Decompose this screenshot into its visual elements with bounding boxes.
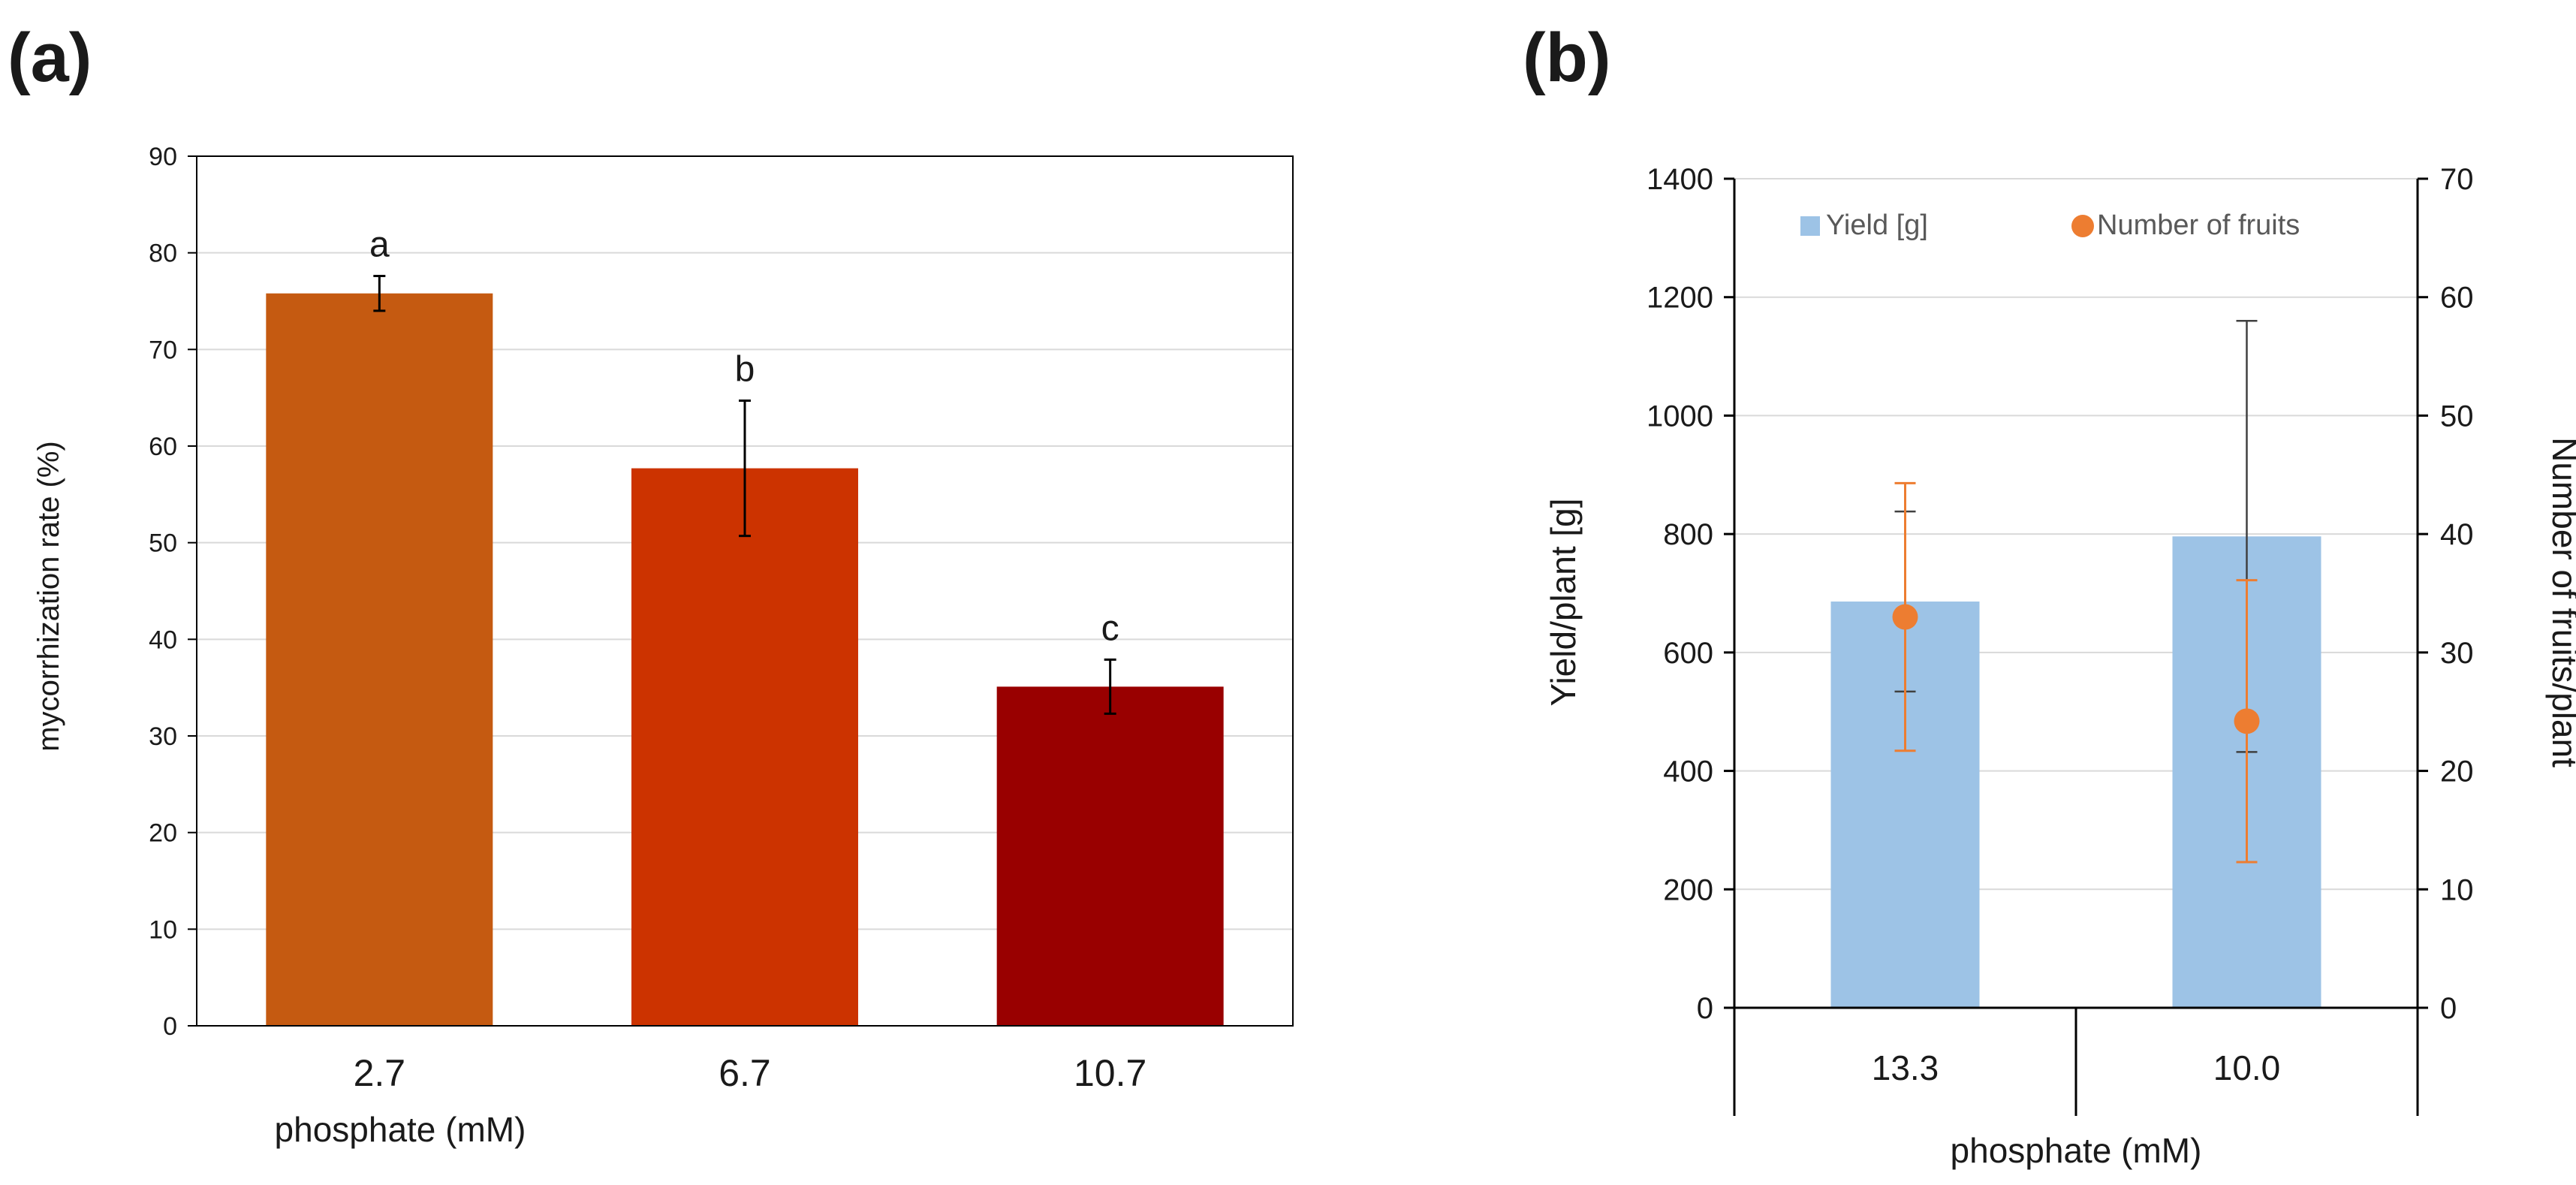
panel-a-label: (a)	[8, 20, 92, 96]
panel-b-left-tick-label: 1400	[1647, 163, 1713, 196]
panel-b-left-tick-label: 1200	[1647, 282, 1713, 315]
panel-b-right-tick-labels: 0 10 20 30 40 50 60 70	[2418, 163, 2474, 1025]
panel-a-y-tick-label: 10	[149, 915, 177, 944]
panel-a-bars	[266, 293, 1224, 1026]
panel-b: (b) 0 200 400 600 800 1000 1200 1400 0 10 20 30 40 5…	[1523, 20, 2576, 1170]
legend-fruits-marker	[2071, 215, 2094, 237]
panel-a-significance-letters: a b c	[369, 225, 1119, 649]
panel-b-right-tick-label: 10	[2440, 873, 2474, 906]
panel-a-significance-letter: a	[369, 225, 390, 265]
legend-yield-label: Yield [g]	[1826, 210, 1928, 241]
panel-a-x-tick-label: 6.7	[719, 1052, 771, 1094]
panel-a-y-tick-label: 50	[149, 529, 177, 558]
panel-a-plot-frame	[196, 155, 1294, 1027]
panel-a-bar	[631, 468, 858, 1026]
panel-a-x-tick-labels: 2.7 6.7 10.7	[354, 1052, 1147, 1094]
legend-fruits-label: Number of fruits	[2097, 210, 2300, 241]
panel-a-y-axis-label: mycorrhization rate (%)	[32, 441, 65, 751]
legend-yield-swatch	[1800, 216, 1820, 236]
panel-b-left-tick-label: 1000	[1647, 400, 1713, 433]
panel-a-y-tick-label: 60	[149, 433, 177, 461]
panel-b-fruit-point	[1892, 604, 1918, 630]
panel-a-y-tick-label: 0	[163, 1012, 177, 1041]
panel-a-x-tick-label: 10.7	[1074, 1052, 1146, 1094]
panel-b-left-axis-label: Yield/plant [g]	[1544, 498, 1583, 706]
panel-a-y-tick-labels: 0 10 20 30 40 50 60 70 80 90	[149, 143, 197, 1041]
panel-a-y-tick-label: 90	[149, 143, 177, 171]
panel-b-label: (b)	[1523, 20, 1610, 96]
panel-a-y-tick-label: 70	[149, 336, 177, 364]
panel-b-right-tick-label: 60	[2440, 282, 2474, 315]
panel-b-left-tick-label: 0	[1697, 992, 1713, 1025]
panel-a-y-tick-label: 20	[149, 819, 177, 848]
panel-b-left-tick-label: 400	[1663, 755, 1713, 788]
panel-b-right-tick-label: 0	[2440, 992, 2457, 1025]
panel-b-x-axis-label: phosphate (mM)	[1951, 1131, 2202, 1170]
panel-a: (a) a b c 0 10 20 30 40 50 60 70 80 90 2.7 6.7 10.7 p…	[8, 20, 1294, 1149]
panel-a-bar	[996, 686, 1224, 1026]
panel-b-legend: Yield [g] Number of fruits	[1800, 210, 2300, 241]
panel-a-error-bars	[373, 275, 1116, 715]
panel-a-y-tick-label: 80	[149, 240, 177, 268]
panel-b-right-tick-label: 50	[2440, 400, 2474, 433]
panel-b-right-tick-label: 30	[2440, 637, 2474, 670]
panel-b-x-tick-label: 13.3	[1872, 1048, 1939, 1087]
panel-a-x-tick-label: 2.7	[354, 1052, 406, 1094]
panel-b-right-tick-label: 20	[2440, 755, 2474, 788]
panel-b-right-axis-label: Number of fruits/plant	[2545, 437, 2576, 767]
panel-b-right-tick-label: 40	[2440, 518, 2474, 551]
panel-b-axes	[1733, 179, 2419, 1116]
panel-a-x-axis-label: phosphate (mM)	[275, 1110, 526, 1149]
panel-b-left-tick-label: 800	[1663, 518, 1713, 551]
panel-a-y-tick-label: 40	[149, 626, 177, 654]
panel-b-x-tick-label: 10.0	[2213, 1048, 2281, 1087]
panel-b-fruit-points	[1892, 604, 2260, 734]
panel-b-fruit-point	[2234, 708, 2260, 734]
panel-b-left-tick-labels: 0 200 400 600 800 1000 1200 1400	[1647, 163, 1734, 1025]
panel-a-y-tick-label: 30	[149, 722, 177, 751]
panel-a-significance-letter: b	[735, 350, 755, 390]
panel-b-left-tick-label: 200	[1663, 873, 1713, 906]
panel-b-right-tick-label: 70	[2440, 163, 2474, 196]
panel-b-x-tick-labels: 13.3 10.0	[1872, 1048, 2281, 1087]
panel-a-significance-letter: c	[1101, 608, 1119, 648]
panel-a-bar	[266, 293, 493, 1026]
panel-b-left-tick-label: 600	[1663, 637, 1713, 670]
